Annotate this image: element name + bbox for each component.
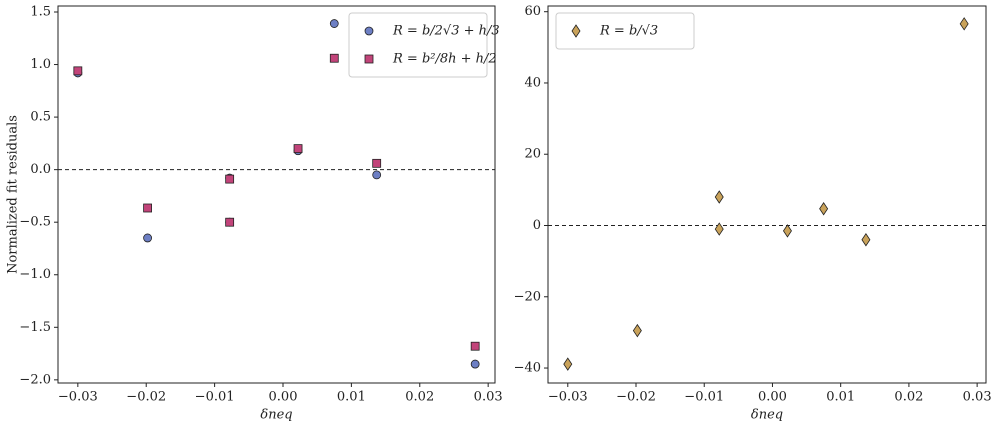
y-tick-label: 60 [524,4,541,19]
point [364,54,374,64]
point [714,190,724,204]
y-tick-label: 20 [524,147,541,162]
x-tick-label: 0.02 [894,390,923,405]
y-tick-label: 0.5 [30,110,51,125]
point [329,53,339,63]
legend-box [348,12,488,78]
legend-label: R = b²/8h + h/2 [392,52,497,67]
legend-label: R = b/√3 [599,24,658,39]
point [819,202,829,216]
legend-label: R = b/2√3 + h/3 [392,24,500,39]
x-tick-label: 0.03 [474,390,503,405]
x-tick-label: −0.03 [548,390,588,405]
point [225,217,235,227]
y-tick-label: −1.5 [19,320,51,335]
x-tick-label: −0.01 [195,390,235,405]
point [329,19,339,28]
y-tick-label: 0.0 [30,162,51,177]
point [293,144,303,154]
point [364,26,374,36]
y-tick-label: 40 [524,75,541,90]
point [632,323,642,338]
point [470,359,480,369]
x-tick-label: −0.01 [684,390,724,405]
x-tick-label: 0.01 [826,390,855,405]
point [782,224,792,238]
point [372,158,382,168]
point [571,24,581,38]
point [959,17,969,31]
y-axis-label: Normalized fit residuals [6,115,21,274]
legend-box [555,12,695,50]
x-tick-label: −0.02 [126,390,166,405]
plot-frame [547,5,987,384]
point [470,341,480,351]
x-axis-label: δneq [751,408,783,423]
x-tick-label: 0.02 [405,390,434,405]
x-tick-label: 0.03 [963,390,992,405]
point [73,66,83,76]
point [714,222,724,236]
point [143,233,152,243]
x-axis-label: δneq [260,408,292,423]
y-tick-label: 1.5 [30,4,51,19]
point [563,357,573,371]
x-tick-label: 0.00 [269,390,298,405]
y-tick-label: −0.5 [19,215,51,230]
point [372,170,382,180]
y-tick-label: −20 [514,289,541,304]
x-tick-label: −0.03 [58,390,98,405]
x-tick-label: 0.01 [337,390,366,405]
plot-frame [57,5,496,384]
point [861,233,871,247]
y-tick-label: −40 [514,361,541,376]
y-tick-label: −1.0 [19,267,51,282]
y-tick-label: −2.0 [19,372,51,387]
point [143,203,152,213]
y-tick-label: 1.0 [30,57,51,72]
y-tick-label: 0 [533,218,541,233]
point [225,174,235,184]
x-tick-label: −0.02 [616,390,656,405]
x-tick-label: 0.00 [758,390,787,405]
